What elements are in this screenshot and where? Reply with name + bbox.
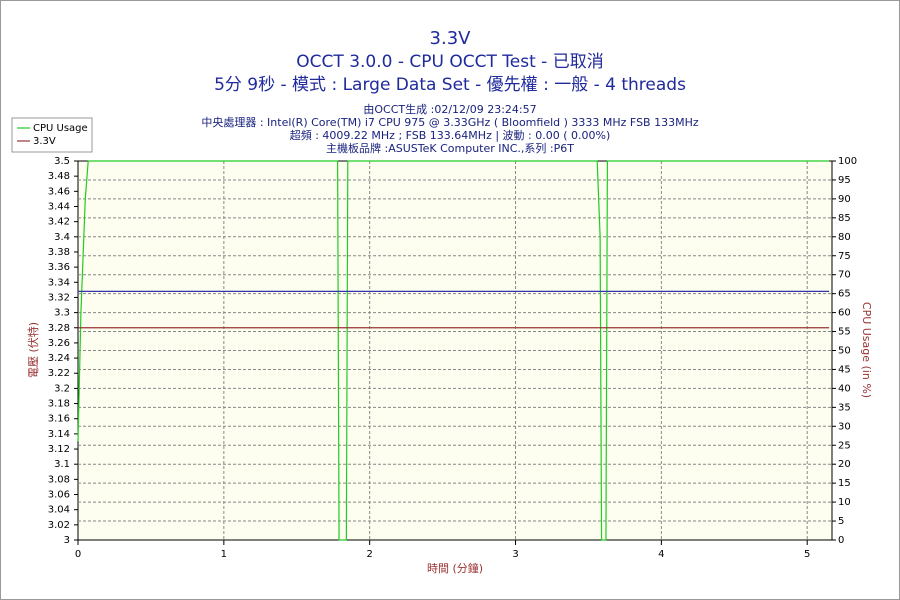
- y2-tick-label: 65: [838, 289, 851, 300]
- subtitle: OCCT 3.0.0 - CPU OCCT Test - 已取消: [296, 52, 603, 72]
- y-tick-label: 3.32: [48, 292, 70, 303]
- y-tick-label: 3.24: [48, 353, 70, 364]
- y-tick-label: 3.42: [48, 217, 70, 228]
- y2-tick-label: 10: [838, 497, 851, 508]
- y-tick-label: 3.34: [48, 277, 70, 288]
- y2-tick-label: 30: [838, 421, 851, 432]
- series-line: [77, 160, 830, 541]
- y-tick-label: 3.46: [48, 186, 70, 197]
- y-tick-label: 3.04: [48, 505, 70, 516]
- info-line: 由OCCT生成 :02/12/09 23:24:57: [363, 102, 536, 116]
- chart-title: 3.3V: [430, 28, 472, 49]
- x-tick-label: 3: [512, 549, 518, 560]
- y2-tick-label: 55: [838, 327, 851, 338]
- y-tick-label: 3.1: [54, 459, 70, 470]
- y2-axis-label: CPU Usage (in %): [860, 302, 873, 398]
- y-tick-label: 3: [64, 535, 70, 546]
- legend-box: [11, 117, 93, 153]
- x-tick-label: 5: [804, 549, 810, 560]
- y-tick-label: 3.16: [48, 414, 70, 425]
- subtitle: 5分 9秒 - 模式 : Large Data Set - 優先權 : 一般 -…: [214, 75, 686, 95]
- x-tick-label: 4: [658, 549, 664, 560]
- x-tick-label: 2: [366, 549, 372, 560]
- y-tick-label: 3.36: [48, 262, 70, 273]
- y-axis-label: 電壓 (伏特): [26, 322, 40, 378]
- y-tick-label: 3.02: [48, 520, 70, 531]
- y2-tick-label: 35: [838, 402, 851, 413]
- info-line: 中央處理器 : Intel(R) Core(TM) i7 CPU 975 @ 3…: [201, 115, 699, 129]
- y2-tick-label: 5: [838, 516, 844, 527]
- y-tick-label: 3.26: [48, 338, 70, 349]
- y-tick-label: 3.14: [48, 429, 70, 440]
- y-tick-label: 3.44: [48, 201, 70, 212]
- y2-tick-label: 25: [838, 440, 851, 451]
- legend-label: 3.3V: [33, 136, 56, 147]
- y-tick-label: 3.48: [48, 171, 70, 182]
- y-tick-label: 3.22: [48, 368, 70, 379]
- y2-tick-label: 50: [838, 346, 851, 357]
- info-line: 超頻 : 4009.22 MHz ; FSB 133.64MHz | 波動 : …: [290, 128, 611, 142]
- y2-tick-label: 45: [838, 364, 851, 375]
- y2-tick-label: 60: [838, 308, 851, 319]
- y-tick-label: 3.5: [54, 156, 70, 167]
- y2-tick-label: 90: [838, 194, 851, 205]
- info-line: 主機板品牌 :ASUSTeK Computer INC.,系列 :P6T: [326, 141, 574, 155]
- x-tick-label: 1: [221, 549, 227, 560]
- y-tick-label: 3.3: [54, 308, 70, 319]
- y-tick-label: 3.12: [48, 444, 70, 455]
- y2-tick-label: 0: [838, 535, 844, 546]
- y-tick-label: 3.08: [48, 474, 70, 485]
- y2-tick-label: 70: [838, 270, 851, 281]
- y2-tick-label: 15: [838, 478, 851, 489]
- y2-tick-label: 85: [838, 213, 851, 224]
- legend-label: CPU Usage: [33, 123, 88, 134]
- y-tick-label: 3.18: [48, 399, 70, 410]
- y2-tick-label: 80: [838, 232, 851, 243]
- y2-tick-label: 75: [838, 251, 851, 262]
- y-tick-label: 3.38: [48, 247, 70, 258]
- y-tick-label: 3.4: [54, 232, 70, 243]
- y2-tick-label: 95: [838, 175, 851, 186]
- y2-tick-label: 40: [838, 383, 851, 394]
- y2-tick-label: 100: [838, 156, 857, 167]
- y-tick-label: 3.28: [48, 323, 70, 334]
- x-tick-label: 0: [75, 549, 81, 560]
- y-tick-label: 3.2: [54, 383, 70, 394]
- x-axis-label: 時間 (分鐘): [427, 561, 483, 575]
- y-tick-label: 3.06: [48, 490, 70, 501]
- y2-tick-label: 20: [838, 459, 851, 470]
